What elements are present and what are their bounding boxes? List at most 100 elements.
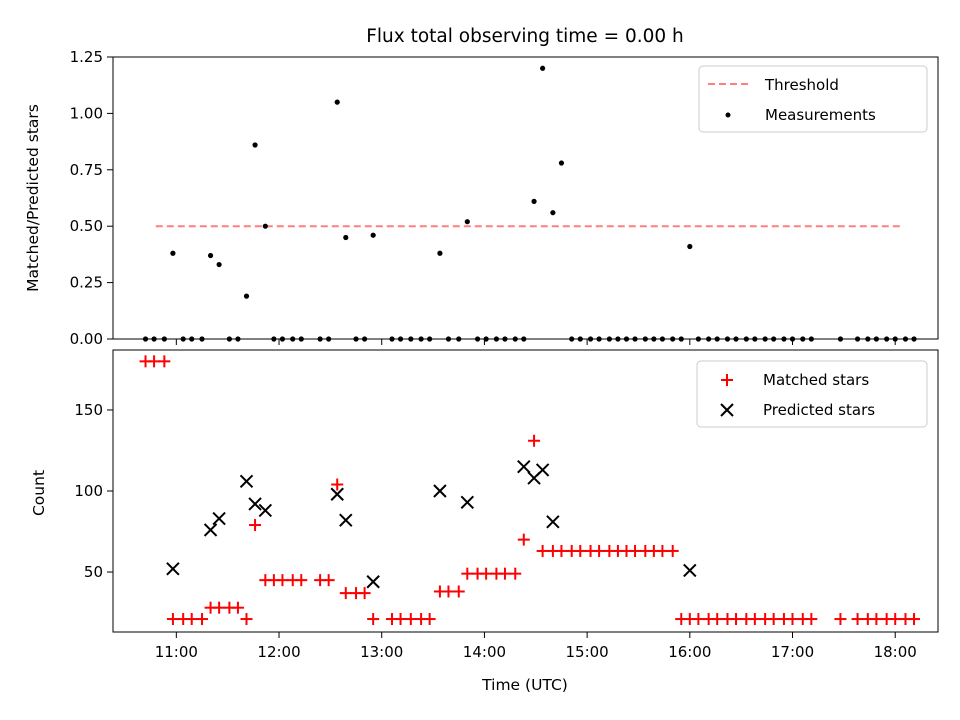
predicted-star-point	[683, 563, 697, 578]
matched-star-point	[786, 613, 799, 626]
top-legend-box	[698, 65, 928, 133]
top-y-axis-label: Matched/Predicted stars	[24, 104, 42, 292]
measurement-point	[216, 261, 222, 268]
predicted-star-point	[366, 575, 380, 589]
matched-star-point	[240, 613, 253, 626]
predicted-star-point	[460, 495, 475, 510]
matched-star-point	[461, 567, 474, 580]
matched-star-point	[805, 613, 818, 626]
predicted-star-point	[258, 503, 273, 518]
matched-star-point	[276, 574, 289, 587]
matched-star-point	[166, 613, 179, 626]
predicted-star-point	[166, 562, 180, 576]
predicted-star-point	[339, 513, 353, 527]
measurement-point	[531, 198, 537, 204]
measurement-point	[540, 65, 546, 71]
measurement-point	[243, 293, 250, 299]
measurement-point	[437, 250, 443, 256]
top-axes-frame	[112, 56, 939, 340]
matched-star-point	[908, 613, 921, 626]
matched-star-point	[423, 613, 436, 626]
measurement-point	[334, 99, 340, 105]
matched-star-point	[574, 544, 587, 557]
predicted-star-point	[203, 523, 218, 537]
top-panel: Flux total observing time = 0.00 h Match…	[24, 26, 939, 348]
measurement-point	[207, 252, 214, 259]
matched-star-point	[480, 567, 493, 580]
matched-star-point	[889, 613, 902, 626]
matched-star-point	[498, 567, 511, 580]
matched-star-point	[231, 601, 244, 614]
matched-star-point	[834, 613, 847, 626]
bottom-x-tick-label: 14:00	[463, 643, 506, 661]
matched-star-point	[331, 478, 344, 491]
top-y-tick-label: 0.75	[70, 161, 103, 179]
top-y-tick-label: 0.00	[70, 330, 103, 348]
matched-star-point	[656, 544, 669, 557]
matched-star-point	[730, 613, 743, 626]
bottom-x-tick-label: 17:00	[771, 643, 814, 661]
top-y-tick-label: 1.25	[70, 48, 103, 66]
legend-threshold-label: Threshold	[764, 76, 839, 94]
matched-star-point	[367, 613, 380, 626]
matched-star-point	[213, 601, 226, 614]
measurement-point	[170, 250, 176, 256]
measurement-point	[262, 223, 268, 229]
bottom-y-tick-label: 100	[74, 482, 103, 500]
predicted-star-point	[330, 487, 344, 501]
matched-star-point	[870, 613, 883, 626]
bottom-panel: Count Time (UTC) 50 100 150 11:00 12:00 13:0…	[30, 349, 939, 694]
bottom-plot-area	[139, 355, 921, 626]
bottom-x-axis-label: Time (UTC)	[481, 676, 568, 694]
matched-star-point	[666, 544, 679, 557]
predicted-star-point	[212, 511, 226, 526]
bottom-x-tick-label: 12:00	[257, 643, 300, 661]
bottom-y-tick-label: 50	[84, 563, 103, 581]
matched-star-point	[442, 585, 455, 598]
matched-star-point	[851, 613, 864, 626]
bottom-legend: Matched stars Predicted stars	[696, 360, 928, 428]
matched-star-point	[748, 613, 761, 626]
measurement-point	[558, 160, 565, 166]
legend-predicted-swatch	[720, 403, 734, 417]
matched-star-point	[185, 613, 198, 626]
measurement-point	[464, 219, 470, 225]
legend-predicted-label: Predicted stars	[763, 401, 875, 419]
measurement-point	[343, 234, 349, 241]
bottom-x-tick-label: 18:00	[874, 643, 917, 661]
bottom-x-tick-label: 11:00	[155, 643, 198, 661]
matched-star-point	[528, 434, 541, 447]
matched-star-point	[629, 544, 642, 557]
matched-star-point	[196, 613, 209, 626]
measurement-point	[370, 232, 376, 238]
top-y-tick-label: 1.00	[70, 104, 103, 122]
matched-star-point	[536, 544, 549, 557]
legend-matched-swatch	[721, 374, 733, 386]
matched-star-point	[767, 613, 780, 626]
predicted-star-point	[248, 497, 262, 511]
bottom-y-ticks: 50 100 150	[74, 401, 113, 581]
matched-star-point	[358, 587, 371, 600]
measurement-point	[687, 243, 693, 250]
matched-star-point	[322, 574, 335, 587]
matched-star-point	[339, 587, 352, 600]
top-legend: Threshold Measurements	[698, 65, 928, 133]
legend-measurements-label: Measurements	[765, 106, 876, 124]
matched-star-point	[509, 567, 522, 580]
top-y-tick-label: 0.25	[70, 274, 103, 292]
matched-star-point	[404, 613, 417, 626]
top-chart-title: Flux total observing time = 0.00 h	[366, 26, 684, 47]
predicted-star-point	[433, 484, 447, 498]
predicted-star-point	[546, 515, 560, 529]
predicted-star-point	[517, 459, 531, 474]
matched-star-point	[158, 355, 171, 368]
top-y-ticks: 0.00 0.25 0.50 0.75 1.00 1.25	[70, 48, 113, 348]
bottom-x-ticks: 11:00 12:00 13:00 14:00 15:00 16:00 17:00 18:00	[155, 632, 917, 661]
matched-star-point	[692, 613, 705, 626]
matched-star-point	[555, 544, 568, 557]
top-y-tick-label: 0.50	[70, 217, 103, 235]
matched-star-point	[452, 585, 465, 598]
bottom-x-tick-label: 13:00	[360, 643, 403, 661]
bottom-x-tick-label: 15:00	[566, 643, 609, 661]
